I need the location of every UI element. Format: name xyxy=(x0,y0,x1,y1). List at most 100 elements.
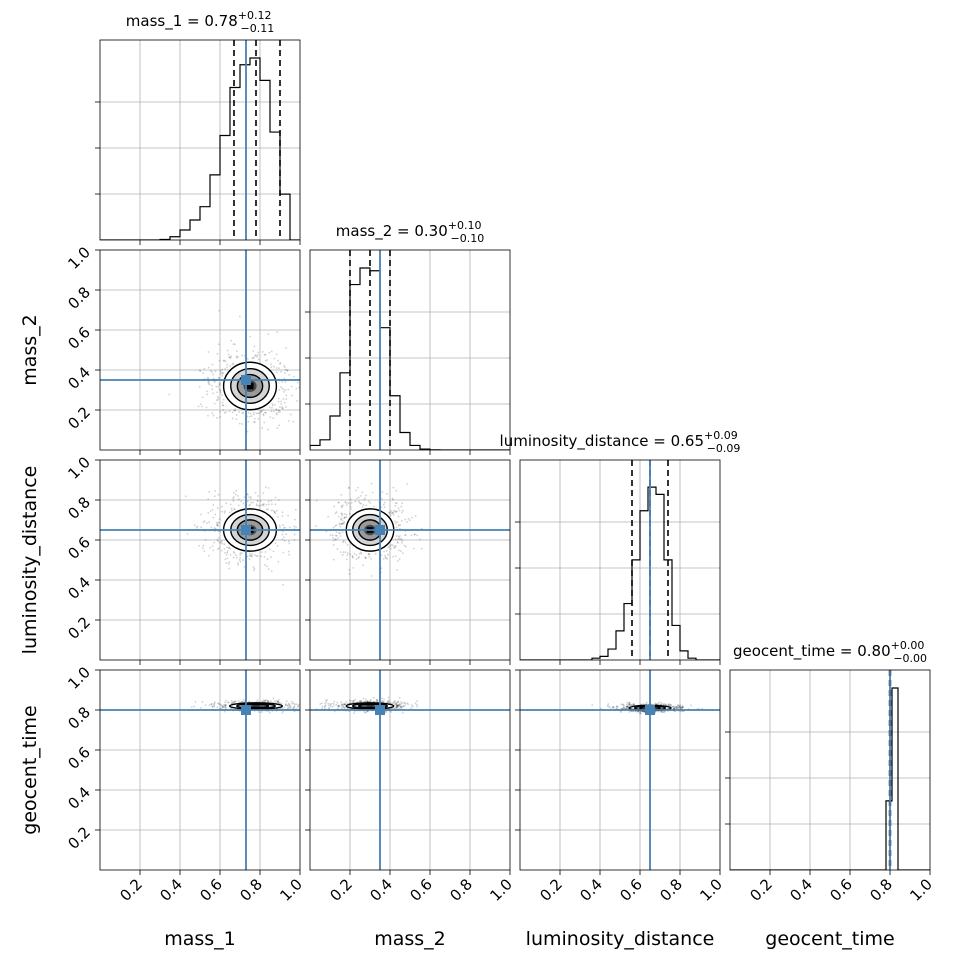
scatter-point xyxy=(200,513,202,516)
x-tick-label: 0.8 xyxy=(866,875,896,905)
scatter-point xyxy=(252,357,255,360)
scatter-point xyxy=(384,554,387,557)
scatter-point xyxy=(278,409,281,412)
scatter-point xyxy=(216,352,219,355)
scatter-point xyxy=(217,398,219,401)
title-upper-error: +0.00 xyxy=(891,639,925,652)
scatter-point xyxy=(211,545,214,548)
scatter-point xyxy=(306,702,308,704)
scatter-point xyxy=(210,370,212,372)
scatter-point xyxy=(213,495,216,498)
scatter-point xyxy=(619,711,622,714)
scatter-point xyxy=(285,389,287,391)
scatter-point xyxy=(395,526,398,529)
scatter-point xyxy=(223,511,226,514)
scatter-point xyxy=(622,706,625,709)
scatter-point xyxy=(392,486,395,489)
scatter-point xyxy=(656,703,658,705)
scatter-point xyxy=(218,309,220,312)
scatter-point xyxy=(358,555,360,558)
scatter-point xyxy=(221,374,224,377)
scatter-point xyxy=(385,550,388,552)
scatter-point xyxy=(231,363,234,366)
scatter-point xyxy=(400,505,403,508)
scatter-point xyxy=(286,704,289,707)
scatter-point xyxy=(351,556,354,559)
scatter-point xyxy=(364,556,367,559)
scatter-point xyxy=(670,705,673,708)
scatter-point xyxy=(246,430,249,433)
scatter-point xyxy=(257,417,260,420)
scatter-point xyxy=(399,705,402,708)
scatter-point xyxy=(406,702,408,705)
scatter-point xyxy=(277,698,280,701)
scatter-point xyxy=(394,501,397,504)
scatter-point xyxy=(335,511,338,514)
scatter-point xyxy=(194,700,197,703)
scatter-point xyxy=(234,343,236,346)
contour-content xyxy=(100,670,308,870)
scatter-point xyxy=(362,700,365,703)
scatter-point xyxy=(628,703,630,706)
scatter-point xyxy=(319,703,322,705)
scatter-point xyxy=(402,705,405,708)
scatter-point xyxy=(209,510,212,513)
scatter-point xyxy=(277,409,280,412)
scatter-point xyxy=(661,711,664,714)
panel-frame xyxy=(519,459,721,661)
scatter-point xyxy=(293,533,296,536)
scatter-point xyxy=(344,703,347,706)
scatter-point xyxy=(281,380,284,383)
scatter-point xyxy=(228,410,231,412)
scatter-point xyxy=(373,505,376,508)
scatter-point xyxy=(280,386,282,389)
scatter-point xyxy=(232,343,235,345)
scatter-point xyxy=(282,398,285,400)
scatter-point xyxy=(396,510,398,513)
scatter-point xyxy=(217,507,219,510)
scatter-point xyxy=(371,491,374,494)
scatter-point xyxy=(264,359,267,362)
scatter-point xyxy=(276,699,278,702)
scatter-point xyxy=(270,350,273,353)
scatter-point xyxy=(262,408,265,411)
scatter-point xyxy=(395,706,398,709)
scatter-point xyxy=(296,381,299,384)
scatter-point xyxy=(396,568,398,571)
scatter-point xyxy=(393,701,396,704)
scatter-point xyxy=(391,512,394,515)
y-tick-label: 0.4 xyxy=(64,363,94,393)
scatter-point xyxy=(219,391,222,394)
scatter-point xyxy=(272,417,275,420)
contour-line xyxy=(351,702,389,710)
scatter-point xyxy=(207,377,210,380)
scatter-point xyxy=(398,537,400,540)
scatter-point xyxy=(279,362,282,364)
scatter-point xyxy=(361,491,364,494)
scatter-point xyxy=(362,697,365,700)
scatter-point xyxy=(407,517,410,520)
scatter-point xyxy=(212,373,215,376)
scatter-point xyxy=(263,421,266,424)
scatter-point xyxy=(414,515,417,517)
scatter-point xyxy=(267,487,270,489)
scatter-point xyxy=(397,515,400,518)
scatter-point xyxy=(393,545,396,548)
scatter-point xyxy=(397,560,399,562)
scatter-point xyxy=(400,705,402,708)
scatter-point xyxy=(255,503,258,506)
scatter-point xyxy=(628,701,631,704)
scatter-point xyxy=(642,710,645,713)
scatter-point xyxy=(390,510,393,512)
scatter-point xyxy=(220,540,223,543)
x-tick-label: 0.4 xyxy=(576,875,606,905)
scatter-point xyxy=(628,710,631,713)
scatter-point xyxy=(226,557,229,560)
scatter-point xyxy=(235,355,238,358)
scatter-point xyxy=(213,527,216,529)
scatter-point xyxy=(399,527,401,530)
scatter-point xyxy=(390,512,392,514)
scatter-point xyxy=(239,554,242,556)
scatter-point xyxy=(385,711,387,714)
scatter-point xyxy=(202,372,205,375)
